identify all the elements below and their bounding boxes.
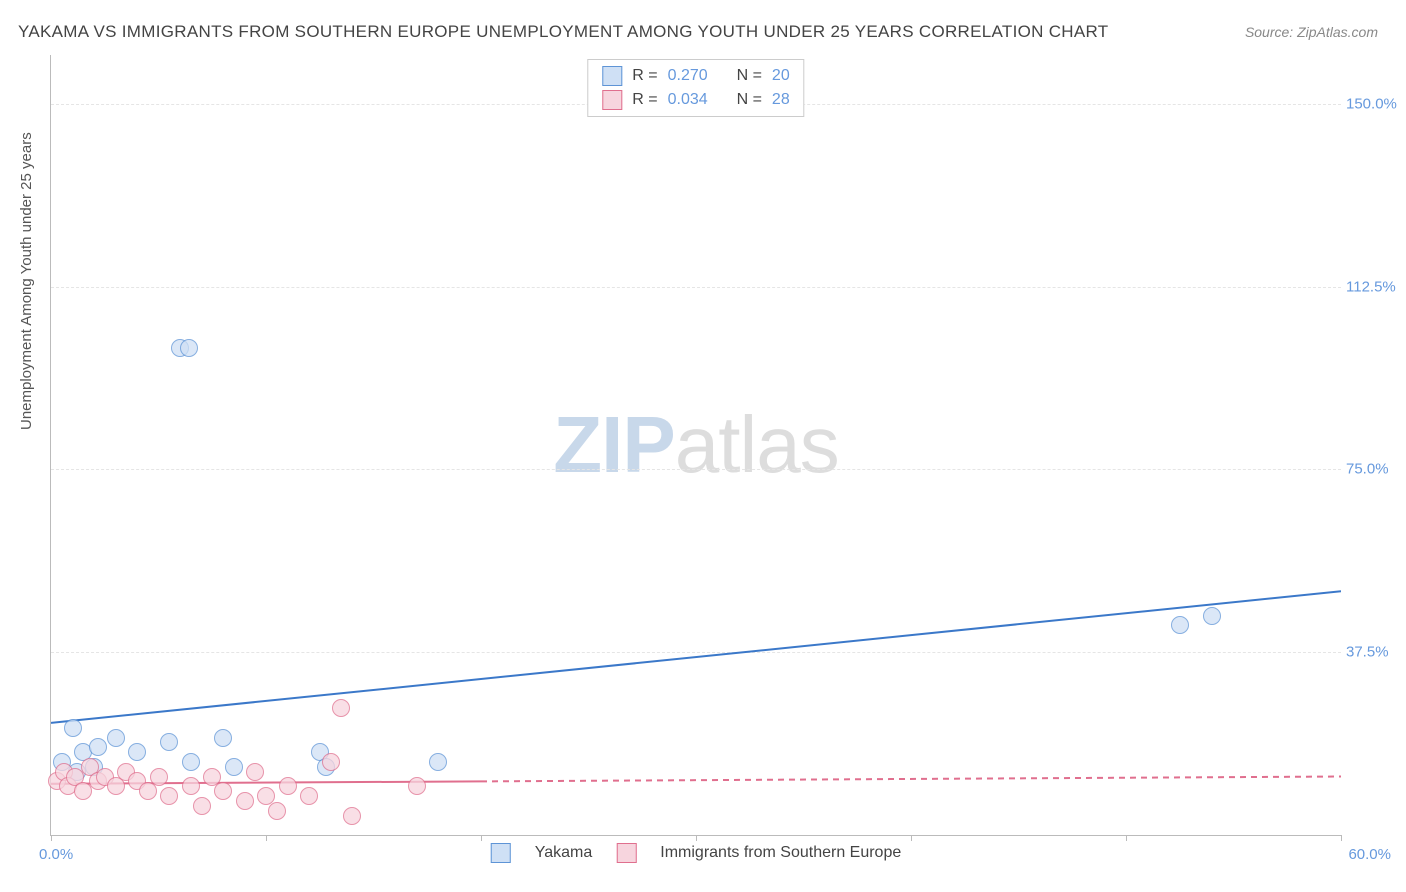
- data-point: [332, 699, 350, 717]
- plot-area: ZIPatlas 37.5%75.0%112.5%150.0% 0.0% 60.…: [50, 55, 1341, 836]
- y-tick-label: 150.0%: [1346, 95, 1401, 112]
- data-point: [236, 792, 254, 810]
- gridline: [51, 287, 1341, 288]
- n-label: N =: [737, 64, 762, 88]
- x-max-label: 60.0%: [1348, 846, 1391, 863]
- chart-title: YAKAMA VS IMMIGRANTS FROM SOUTHERN EUROP…: [18, 22, 1108, 42]
- trendlines-svg: [51, 55, 1341, 835]
- legend-label-yakama: Yakama: [535, 844, 593, 862]
- stats-legend: R = 0.270 N = 20 R = 0.034 N = 28: [587, 59, 804, 117]
- data-point: [300, 787, 318, 805]
- data-point: [182, 777, 200, 795]
- data-point: [150, 768, 168, 786]
- data-point: [182, 753, 200, 771]
- y-tick-label: 37.5%: [1346, 644, 1401, 661]
- data-point: [89, 738, 107, 756]
- stats-row-yakama: R = 0.270 N = 20: [602, 64, 789, 88]
- x-tick: [696, 835, 697, 841]
- x-tick: [911, 835, 912, 841]
- n-value-immigrants: 28: [772, 88, 790, 112]
- data-point: [1203, 607, 1221, 625]
- gridline: [51, 652, 1341, 653]
- y-tick-label: 75.0%: [1346, 461, 1401, 478]
- legend-label-immigrants: Immigrants from Southern Europe: [660, 844, 901, 862]
- x-tick: [266, 835, 267, 841]
- data-point: [214, 782, 232, 800]
- r-value-immigrants: 0.034: [668, 88, 708, 112]
- series-legend: Yakama Immigrants from Southern Europe: [491, 843, 902, 863]
- x-origin-label: 0.0%: [39, 846, 73, 863]
- data-point: [128, 743, 146, 761]
- x-tick: [481, 835, 482, 841]
- r-label: R =: [632, 64, 657, 88]
- watermark-atlas: atlas: [675, 400, 839, 489]
- y-tick-label: 112.5%: [1346, 278, 1401, 295]
- gridline: [51, 469, 1341, 470]
- legend-swatch-blue-icon: [491, 843, 511, 863]
- n-value-yakama: 20: [772, 64, 790, 88]
- r-value-yakama: 0.270: [668, 64, 708, 88]
- source-label: Source: ZipAtlas.com: [1245, 24, 1378, 40]
- x-tick: [1126, 835, 1127, 841]
- data-point: [279, 777, 297, 795]
- data-point: [322, 753, 340, 771]
- data-point: [246, 763, 264, 781]
- data-point: [343, 807, 361, 825]
- data-point: [160, 733, 178, 751]
- n-label-2: N =: [737, 88, 762, 112]
- data-point: [107, 777, 125, 795]
- watermark: ZIPatlas: [553, 399, 838, 491]
- r-label-2: R =: [632, 88, 657, 112]
- data-point: [1171, 616, 1189, 634]
- data-point: [268, 802, 286, 820]
- data-point: [214, 729, 232, 747]
- swatch-blue-icon: [602, 66, 622, 86]
- x-tick: [51, 835, 52, 841]
- data-point: [408, 777, 426, 795]
- data-point: [429, 753, 447, 771]
- legend-swatch-pink-icon: [616, 843, 636, 863]
- swatch-pink-icon: [602, 90, 622, 110]
- data-point: [193, 797, 211, 815]
- stats-row-immigrants: R = 0.034 N = 28: [602, 88, 789, 112]
- data-point: [107, 729, 125, 747]
- data-point: [160, 787, 178, 805]
- x-tick: [1341, 835, 1342, 841]
- y-axis-label: Unemployment Among Youth under 25 years: [18, 132, 35, 430]
- data-point: [64, 719, 82, 737]
- watermark-zip: ZIP: [553, 400, 674, 489]
- data-point: [225, 758, 243, 776]
- data-point: [180, 339, 198, 357]
- data-point: [139, 782, 157, 800]
